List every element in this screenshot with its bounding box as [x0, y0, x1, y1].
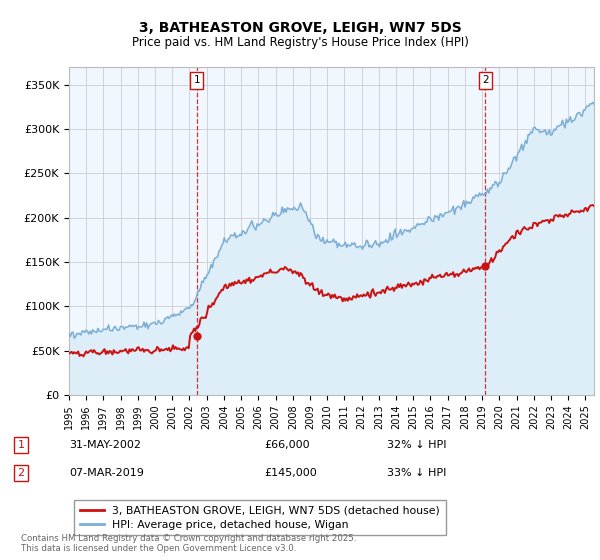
- Legend: 3, BATHEASTON GROVE, LEIGH, WN7 5DS (detached house), HPI: Average price, detach: 3, BATHEASTON GROVE, LEIGH, WN7 5DS (det…: [74, 500, 445, 535]
- Text: 32% ↓ HPI: 32% ↓ HPI: [387, 440, 446, 450]
- Text: 2: 2: [17, 468, 25, 478]
- Text: 2: 2: [482, 76, 488, 86]
- Text: 3, BATHEASTON GROVE, LEIGH, WN7 5DS: 3, BATHEASTON GROVE, LEIGH, WN7 5DS: [139, 21, 461, 35]
- Text: 07-MAR-2019: 07-MAR-2019: [69, 468, 144, 478]
- Text: 31-MAY-2002: 31-MAY-2002: [69, 440, 141, 450]
- Text: 1: 1: [193, 76, 200, 86]
- Text: £66,000: £66,000: [264, 440, 310, 450]
- Text: 1: 1: [17, 440, 25, 450]
- Text: Contains HM Land Registry data © Crown copyright and database right 2025.
This d: Contains HM Land Registry data © Crown c…: [21, 534, 356, 553]
- Text: £145,000: £145,000: [264, 468, 317, 478]
- Text: Price paid vs. HM Land Registry's House Price Index (HPI): Price paid vs. HM Land Registry's House …: [131, 36, 469, 49]
- Text: 33% ↓ HPI: 33% ↓ HPI: [387, 468, 446, 478]
